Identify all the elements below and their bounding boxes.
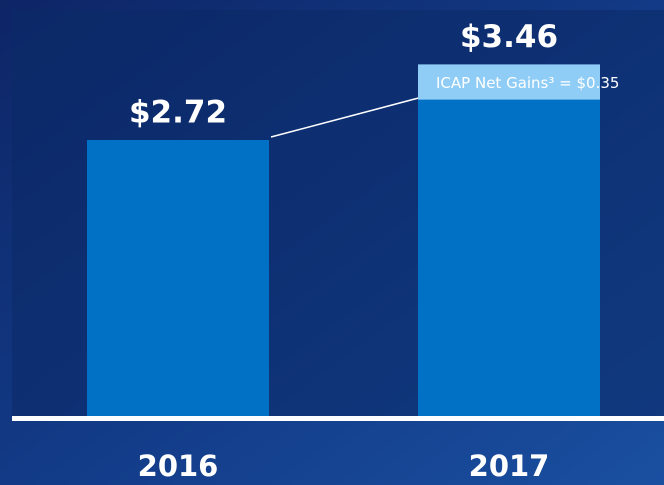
total-label: $3.46 [460,19,558,55]
x-tick-label: 2017 [469,449,550,483]
connector [270,97,419,138]
x-tick-label: 2016 [138,449,219,483]
bar-segment [87,140,269,419]
total-label: $2.72 [129,95,227,131]
bar-segment [418,64,600,101]
bar-segment [418,100,600,418]
annotation: ICAP Net Gains³ = $0.35 [436,74,619,92]
marks: $2.72 2016 $3.46 2017 ICAP Net Gains³ = $0.3… [87,19,619,483]
baseline [12,416,664,421]
